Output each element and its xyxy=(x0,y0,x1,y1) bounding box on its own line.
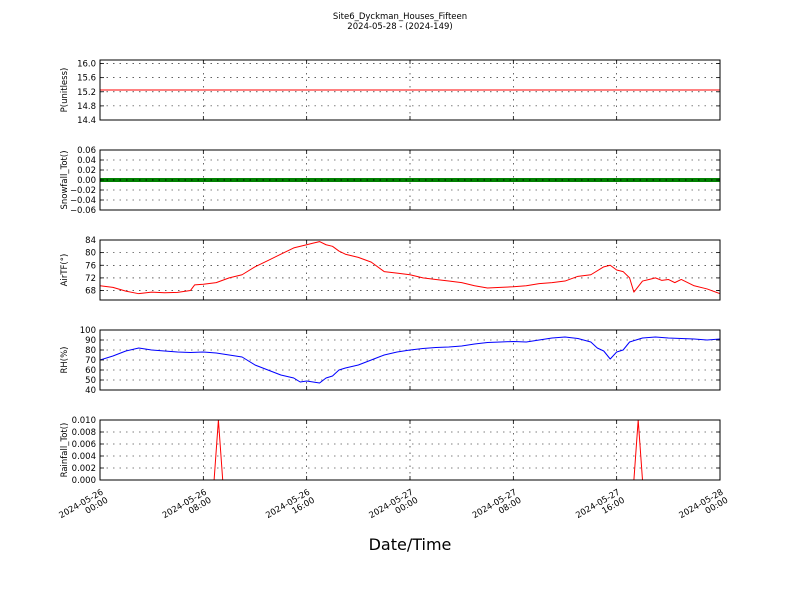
y-tick-label: 0.002 xyxy=(72,464,96,474)
y-tick-label: 16.0 xyxy=(77,60,96,70)
y-tick-label: 60 xyxy=(85,366,96,376)
y-tick-label: 0.000 xyxy=(72,476,96,486)
panel-5: 0.000 0.002 0.004 0.006 0.008 0.010Rainfall_T… xyxy=(60,416,721,486)
y-tick-label: 100 xyxy=(80,326,96,336)
y-tick-label: 84 xyxy=(85,236,96,246)
x-axis-label: Date/Time xyxy=(369,535,452,554)
y-tick-label: 0.004 xyxy=(72,452,96,462)
y-tick-label: 0.010 xyxy=(72,416,96,426)
y-tick-label: 0.006 xyxy=(72,440,96,450)
y-tick-label: 0.06 xyxy=(77,146,96,156)
y-axis-label: AirTF(°) xyxy=(60,254,70,287)
y-tick-label: −0.06 xyxy=(70,206,96,216)
y-tick-label: 72 xyxy=(85,274,96,284)
y-tick-label: 90 xyxy=(85,336,96,346)
chart-subtitle: 2024-05-28 - (2024-149) xyxy=(347,22,452,32)
y-tick-label: 0.00 xyxy=(77,176,96,186)
y-axis-label: RH(%) xyxy=(60,346,70,373)
y-tick-label: 80 xyxy=(85,346,96,356)
series-line xyxy=(100,420,720,480)
panel-1: 14.4 14.8 15.2 15.6 16.0 P(unitless) xyxy=(60,59,721,126)
y-tick-label: 0.008 xyxy=(72,428,96,438)
panel-2: −0.06−0.04−0.020.000.020.040.06 Snowfall_… xyxy=(60,146,721,216)
y-axis-label: Snowfall_Tot() xyxy=(60,150,70,209)
chart-title: Site6_Dyckman_Houses_Fifteen xyxy=(333,12,467,22)
y-tick-label: 76 xyxy=(85,261,96,271)
y-tick-label: 50 xyxy=(85,376,96,386)
y-tick-label: 0.04 xyxy=(77,156,96,166)
series-line xyxy=(100,241,720,295)
y-tick-label: 70 xyxy=(85,356,96,366)
y-tick-label: 15.2 xyxy=(77,88,96,98)
y-tick-label: 80 xyxy=(85,249,96,259)
y-tick-label: −0.04 xyxy=(70,196,96,206)
panel-3: 68 72 76 80 84 AirTF(°) xyxy=(60,236,721,301)
y-tick-label: 68 xyxy=(85,287,96,297)
y-tick-label: 40 xyxy=(85,386,96,396)
y-tick-label: 15.6 xyxy=(77,74,96,84)
y-axis-label: Rainfall_Tot() xyxy=(60,423,70,478)
panels: 14.414.815.215.616.0P(unitless)−0.06−0.0… xyxy=(60,59,721,486)
y-tick-label: −0.02 xyxy=(70,186,96,196)
y-axis-label: P(unitless) xyxy=(60,68,70,113)
y-tick-label: 14.8 xyxy=(77,102,96,112)
series-line xyxy=(100,336,720,384)
y-tick-label: 0.02 xyxy=(77,166,96,176)
y-tick-label: 14.4 xyxy=(77,116,96,126)
